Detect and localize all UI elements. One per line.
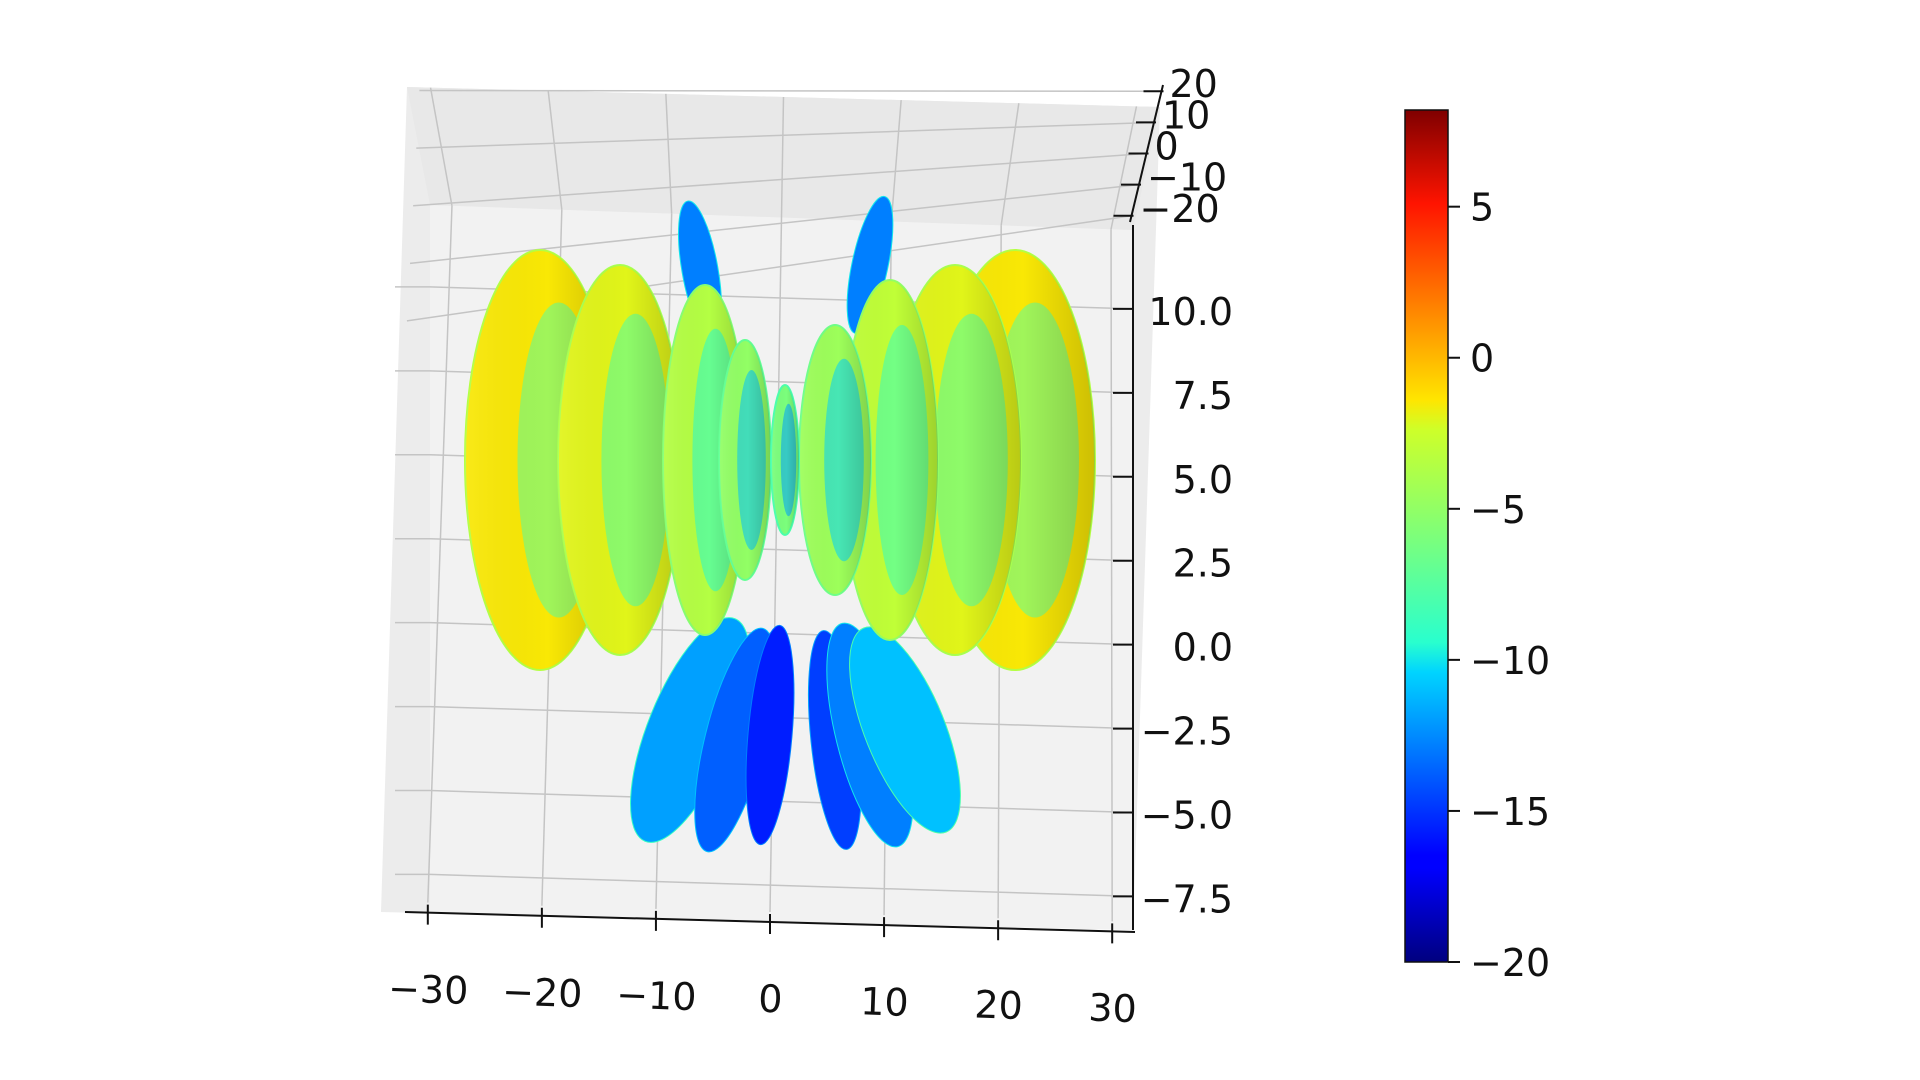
colorbar-tick-label: −5 [1470, 488, 1526, 532]
z-tick-label: 10.0 [1148, 290, 1233, 334]
lower-lobe [745, 624, 795, 846]
x-axis: −30 −20 −10 0 10 20 30 [387, 904, 1138, 1032]
colorbar: −20 −15 −10 −5 0 5 [1404, 109, 1550, 985]
x-tick-label: −10 [616, 972, 698, 1019]
surface-plot [464, 195, 1096, 853]
surface-lobe-shade [558, 265, 682, 655]
x-tick-label: 20 [974, 982, 1024, 1028]
y-gridline [419, 89, 1162, 92]
y-tick-label: 0 [1155, 125, 1179, 169]
z-tick-label: 0.0 [1173, 626, 1233, 670]
y-tick-label: 20 [1170, 62, 1218, 106]
y-tick-label: −10 [1147, 156, 1227, 200]
x-gridline-floor [1110, 106, 1138, 230]
surface-lobe-shade [799, 325, 871, 595]
z-tick-label: −7.5 [1141, 877, 1233, 921]
lower-lobe [849, 626, 961, 834]
x-tick-label: 0 [758, 977, 784, 1022]
x-gridline-floor [780, 96, 785, 218]
z-tick-label: 7.5 [1173, 374, 1233, 418]
y-gridline [409, 183, 1140, 265]
y-tick-label: −20 [1140, 187, 1220, 231]
x-gridline [1110, 229, 1113, 922]
colorbar-tick-label: −20 [1470, 941, 1550, 985]
y-gridline [416, 121, 1155, 149]
surface-lobe-shade [771, 385, 799, 535]
z-tick-label: 5.0 [1173, 458, 1233, 502]
x-gridline-floor [665, 93, 673, 214]
x-gridline-floor [890, 100, 902, 222]
z-tick-label: 2.5 [1173, 542, 1233, 586]
x-tick-label: 30 [1088, 986, 1138, 1032]
colorbar-tick-label: −15 [1470, 790, 1550, 834]
colorbar-ticks: −20 −15 −10 −5 0 5 [1448, 186, 1550, 985]
floor-pane [407, 87, 1160, 230]
x-gridline [427, 205, 453, 903]
z-tick-label: −2.5 [1141, 710, 1233, 754]
surface-lobe-shade [719, 340, 771, 580]
colorbar-gradient [1404, 109, 1449, 963]
surface-lobe-shade [663, 285, 747, 635]
x-tick-label: −20 [501, 969, 583, 1016]
y-gridline [413, 152, 1147, 207]
axes-3d: −30 −20 −10 0 10 20 30 −7.5−5.0−2.50.02.55.07.… [381, 62, 1233, 1031]
z-gridline [429, 873, 1134, 898]
colorbar-tick-label: 5 [1470, 186, 1494, 230]
x-tick-label: −30 [387, 966, 469, 1013]
x-gridline-floor [547, 90, 563, 210]
colorbar-tick-label: −10 [1470, 639, 1550, 683]
z-axis: −7.5 −5.0 −2.5 0.0 2.5 5.0 7.5 10.0 [1113, 225, 1233, 930]
x-gridline-floor [1000, 103, 1020, 226]
x-tick-label: 10 [860, 979, 910, 1025]
surface-lobe-shade [842, 280, 938, 640]
colorbar-tick-label: 0 [1470, 337, 1494, 381]
z-tick-label: −5.0 [1141, 794, 1233, 838]
y-tick-label: 10 [1162, 93, 1210, 137]
